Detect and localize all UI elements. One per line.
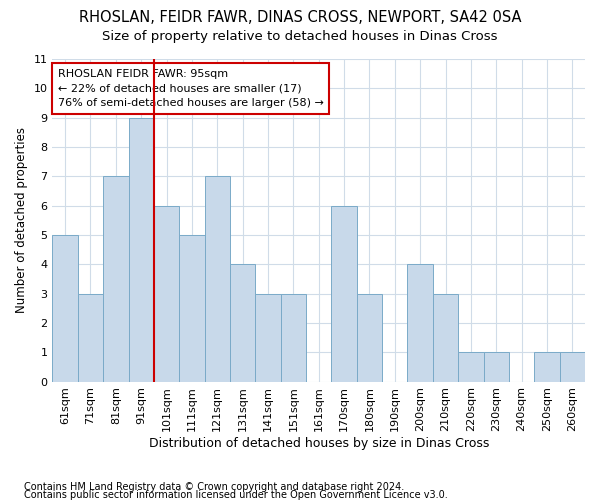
Bar — [560, 352, 585, 382]
Bar — [458, 352, 484, 382]
Bar — [534, 352, 560, 382]
Text: RHOSLAN FEIDR FAWR: 95sqm
← 22% of detached houses are smaller (17)
76% of semi-: RHOSLAN FEIDR FAWR: 95sqm ← 22% of detac… — [58, 68, 323, 108]
Bar — [205, 176, 230, 382]
Bar — [52, 235, 78, 382]
Text: Contains HM Land Registry data © Crown copyright and database right 2024.: Contains HM Land Registry data © Crown c… — [24, 482, 404, 492]
Bar — [230, 264, 256, 382]
Bar — [484, 352, 509, 382]
Bar — [103, 176, 128, 382]
Bar — [357, 294, 382, 382]
Bar — [128, 118, 154, 382]
Bar — [78, 294, 103, 382]
Bar — [179, 235, 205, 382]
Bar — [154, 206, 179, 382]
Bar — [281, 294, 306, 382]
X-axis label: Distribution of detached houses by size in Dinas Cross: Distribution of detached houses by size … — [149, 437, 489, 450]
Text: RHOSLAN, FEIDR FAWR, DINAS CROSS, NEWPORT, SA42 0SA: RHOSLAN, FEIDR FAWR, DINAS CROSS, NEWPOR… — [79, 10, 521, 25]
Text: Size of property relative to detached houses in Dinas Cross: Size of property relative to detached ho… — [102, 30, 498, 43]
Bar — [331, 206, 357, 382]
Y-axis label: Number of detached properties: Number of detached properties — [15, 128, 28, 314]
Bar — [407, 264, 433, 382]
Bar — [433, 294, 458, 382]
Text: Contains public sector information licensed under the Open Government Licence v3: Contains public sector information licen… — [24, 490, 448, 500]
Bar — [256, 294, 281, 382]
